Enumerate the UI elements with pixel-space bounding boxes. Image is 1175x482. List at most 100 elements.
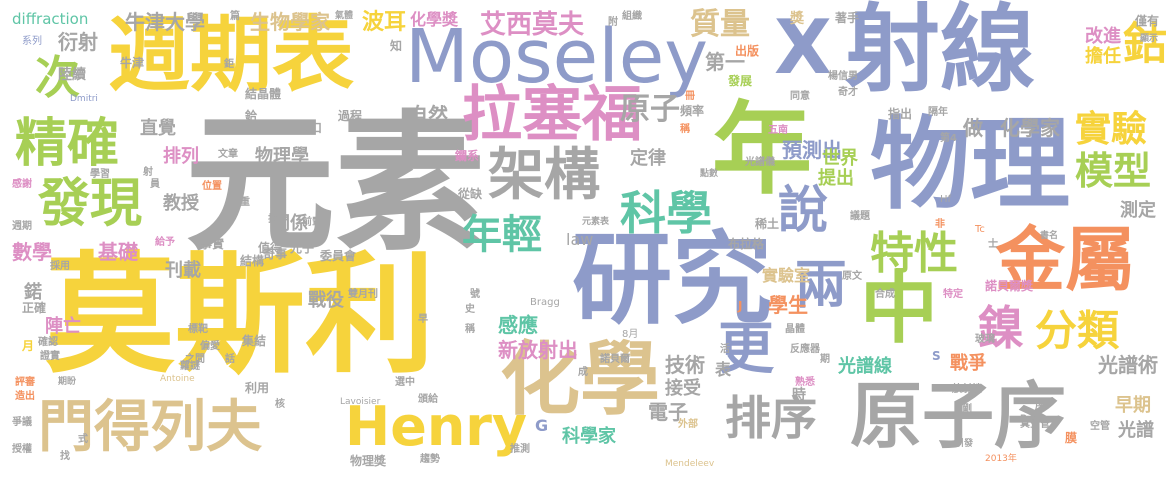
word: 波耳	[362, 10, 407, 35]
word: 獎	[790, 11, 804, 27]
word: 合成	[875, 289, 895, 300]
word: 事實	[200, 237, 225, 251]
word: 雙月刊	[348, 289, 378, 300]
word: 門得列夫	[38, 395, 262, 460]
word: 測定	[1120, 200, 1156, 221]
word: 教授	[163, 193, 199, 214]
word: 系列	[22, 36, 42, 47]
word: 元素	[185, 98, 486, 272]
word: 士	[988, 239, 998, 250]
word: Moseley	[405, 14, 709, 100]
word: 附	[608, 17, 618, 28]
word: 利用	[245, 381, 270, 395]
word: 重	[240, 197, 250, 208]
word: 爭議	[12, 417, 32, 428]
word: 頒給	[418, 394, 438, 405]
word: 接受	[665, 378, 701, 399]
word: Henry	[345, 395, 528, 458]
word: 更	[718, 317, 774, 382]
word: 分類	[1035, 306, 1120, 355]
word: 顯示	[1140, 34, 1159, 44]
word: 原子序	[850, 374, 1067, 458]
word: 之間	[185, 354, 205, 365]
word: 電子	[648, 400, 688, 424]
word: 結晶體	[245, 87, 282, 101]
word: 偏愛	[200, 341, 220, 352]
word: 布拉格	[728, 237, 765, 251]
word: 頻率	[680, 104, 705, 118]
word: 年	[712, 91, 812, 208]
word: 委員會	[320, 249, 357, 263]
word: 鎳	[978, 301, 1024, 355]
word: 牛津大學	[125, 10, 205, 34]
word: 趨勢	[420, 454, 440, 465]
word: 活	[720, 344, 730, 355]
word: 號	[470, 289, 480, 300]
word: 新放射出	[498, 338, 578, 362]
word: 實驗室	[762, 266, 811, 285]
word: G	[535, 416, 549, 435]
word: 證實	[40, 351, 60, 362]
word: 說	[778, 181, 828, 239]
word: 推測	[510, 444, 530, 455]
word: 稱	[680, 124, 690, 135]
word: 精確	[15, 114, 120, 174]
word: 次	[35, 51, 81, 104]
word: 期盼	[58, 377, 77, 387]
word: 標靶	[188, 324, 208, 335]
word: 話	[225, 354, 235, 365]
word: Hf	[940, 194, 952, 205]
word: 擔任	[1085, 46, 1121, 67]
word: 光譜術	[1098, 353, 1158, 377]
word: 牛津	[120, 56, 145, 70]
word: 表	[715, 360, 732, 379]
word: 給予	[155, 237, 175, 248]
word: 序	[1035, 401, 1045, 412]
word: 篇	[230, 11, 240, 22]
word: 玻璃	[975, 334, 995, 345]
word: 點數	[700, 169, 719, 179]
word: 化學家	[1000, 116, 1060, 140]
word: 造出	[15, 391, 35, 402]
word: 過程	[338, 109, 363, 123]
word: 艾西莫夫	[480, 10, 585, 40]
word: 科學	[620, 186, 712, 240]
word: 議題	[850, 211, 870, 222]
word: 戰役	[308, 290, 344, 311]
word: 射	[143, 167, 153, 178]
word: 特定	[943, 289, 963, 300]
word: 模型	[1075, 149, 1152, 193]
word: 真空管	[1020, 419, 1050, 430]
word: 奇才	[838, 87, 858, 98]
word: 科學家	[562, 426, 616, 447]
word: 晶體	[785, 324, 805, 335]
word: 做	[963, 116, 983, 140]
word: 世界	[822, 148, 858, 169]
word: 鍩	[21, 282, 42, 300]
word: Bragg	[530, 297, 560, 308]
word: 諾貝爾獎	[985, 279, 1034, 293]
word: 拉塞福	[462, 80, 642, 150]
word: 8月	[622, 329, 639, 340]
word: 員	[150, 179, 160, 190]
word: 諾貝爾	[600, 354, 630, 365]
word: 引發	[955, 439, 974, 449]
word: Pm	[1020, 414, 1036, 424]
word: 預測出	[782, 138, 842, 162]
word: 缺口	[298, 121, 323, 135]
word: 鑭系	[455, 149, 480, 163]
word: 戰爭	[950, 353, 986, 374]
word: 鉿	[245, 109, 258, 123]
word: 光子	[290, 241, 315, 255]
word: 史	[465, 304, 475, 315]
word: 膜	[1065, 431, 1078, 445]
word: 氣體	[335, 11, 354, 21]
word: 文章	[218, 149, 238, 160]
word: 五南	[768, 125, 788, 136]
word: 陸續	[58, 67, 86, 83]
word: Lavoisier	[340, 397, 381, 407]
word: 月	[22, 339, 35, 353]
word: 改進	[1085, 26, 1121, 47]
word: 鈷	[1115, 20, 1166, 64]
